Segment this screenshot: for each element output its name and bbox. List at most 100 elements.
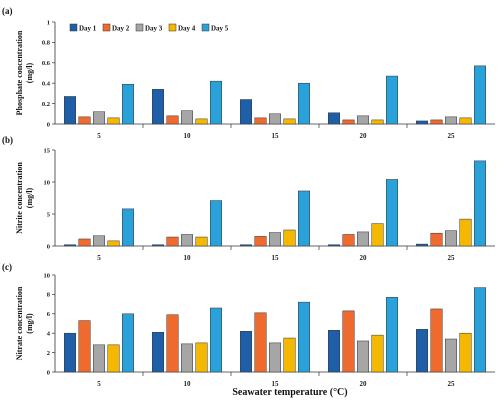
panel-label: (c) [2,262,12,272]
chart-panel-2: (b) 0 5 10 15 Nitrite concentration(mg/l) 5 10 1… [2,135,495,262]
bar-day-5-25 [474,65,486,125]
x-tick-label: 15 [272,380,280,388]
bar-day-2-25 [430,232,443,247]
bar-day-2-20 [342,234,355,247]
x-tick-label: 20 [360,380,368,388]
bar-day-4-20 [371,223,384,247]
x-tick-label: 5 [97,254,101,262]
bar-day-4-5 [107,117,120,125]
bar-day-5-15 [298,82,310,125]
x-tick-label: 15 [272,132,280,140]
y-tick-label: 10 [44,179,51,186]
y-tick-label: 1 [47,19,50,26]
bar-day-5-5 [122,83,134,125]
y-tick-label: 5 [47,211,51,218]
y-tick-label: 0.6 [42,60,51,67]
bar-day-3-25 [445,230,457,247]
bar-day-1-20 [328,112,340,125]
bar-day-2-10 [166,236,179,247]
y-tick-label: 0.2 [42,101,50,108]
legend-entry: Day 1 [79,25,97,33]
panel-label: (a) [2,6,13,16]
legend-swatch [168,23,177,32]
bar-day-2-5 [78,116,91,125]
legend-swatch [201,23,210,32]
bar-day-4-25 [459,218,472,247]
bar-day-2-20 [342,310,355,373]
bar-day-3-25 [445,116,457,125]
y-tick-label: 2 [47,350,50,357]
bar-day-4-25 [459,332,472,373]
y-tick-label: 8 [47,292,51,299]
x-tick-label: 20 [360,254,368,262]
bar-day-2-20 [342,119,355,125]
legend-swatch [102,23,111,32]
bar-day-4-10 [195,342,208,373]
bar-day-1-15 [240,244,252,247]
y-tick-label: 0 [47,369,50,376]
x-tick-label: 20 [360,132,368,140]
bar-day-2-15 [254,312,267,373]
bar-day-1-10 [152,244,164,247]
bar-day-1-5 [64,332,76,373]
bar-day-5-15 [298,301,310,373]
bar-day-5-15 [298,190,310,247]
bar-day-4-20 [371,119,384,125]
bar-day-3-5 [93,344,105,373]
bar-day-1-15 [240,331,252,373]
bar-day-5-5 [122,208,134,247]
x-tick-label: 15 [272,254,280,262]
bar-day-4-10 [195,118,208,125]
y-tick-label: 0 [47,243,50,250]
bar-day-1-25 [416,243,428,247]
x-tick-label: 5 [97,132,101,140]
legend-entry: Day 5 [211,25,229,33]
bar-day-2-15 [254,117,267,125]
x-tick-label: 25 [448,132,456,140]
bar-day-3-15 [269,113,281,125]
bar-day-1-20 [328,244,340,247]
bar-day-1-5 [64,96,76,125]
legend-swatch [69,23,78,32]
bar-day-2-10 [166,314,179,373]
legend-entry: Day 2 [112,25,130,33]
bar-day-2-15 [254,236,267,247]
bar-day-3-20 [357,340,369,373]
bar-day-5-25 [474,287,486,373]
y-axis-title: Phosphate concentration(mg/l) [15,30,34,115]
legend-entry: Day 4 [178,25,196,33]
y-tick-label: 0.8 [42,40,51,47]
bar-day-4-25 [459,117,472,125]
bar-day-3-15 [269,232,281,247]
bar-day-5-20 [386,297,398,373]
bar-day-2-5 [78,320,91,373]
bar-day-1-5 [64,244,76,247]
legend-entry: Day 3 [145,25,163,33]
bar-day-5-20 [386,75,398,125]
bar-day-2-25 [430,308,443,373]
bar-day-3-5 [93,235,105,247]
bar-day-3-10 [181,234,193,247]
bar-day-1-15 [240,99,252,125]
y-tick-label: 15 [44,147,51,154]
bar-day-4-15 [283,229,296,247]
bar-day-4-5 [107,344,120,373]
bar-day-3-20 [357,115,369,125]
y-tick-label: 10 [44,272,51,279]
bar-day-2-5 [78,238,91,247]
bar-day-1-10 [152,89,164,125]
bar-day-3-10 [181,110,193,125]
x-tick-label: 10 [184,254,192,262]
x-tick-label: 5 [97,380,101,388]
y-axis-title: Nitrite concentration(mg/l) [15,162,34,234]
y-tick-label: 6 [47,311,51,318]
x-axis-title: Seawater temperature (°C) [232,387,347,398]
bar-day-4-5 [107,240,120,247]
bar-day-1-25 [416,120,428,125]
bar-day-5-20 [386,179,398,247]
bar-day-3-5 [93,111,105,125]
bar-day-1-10 [152,331,164,373]
x-tick-label: 25 [448,254,456,262]
bar-day-1-20 [328,330,340,373]
